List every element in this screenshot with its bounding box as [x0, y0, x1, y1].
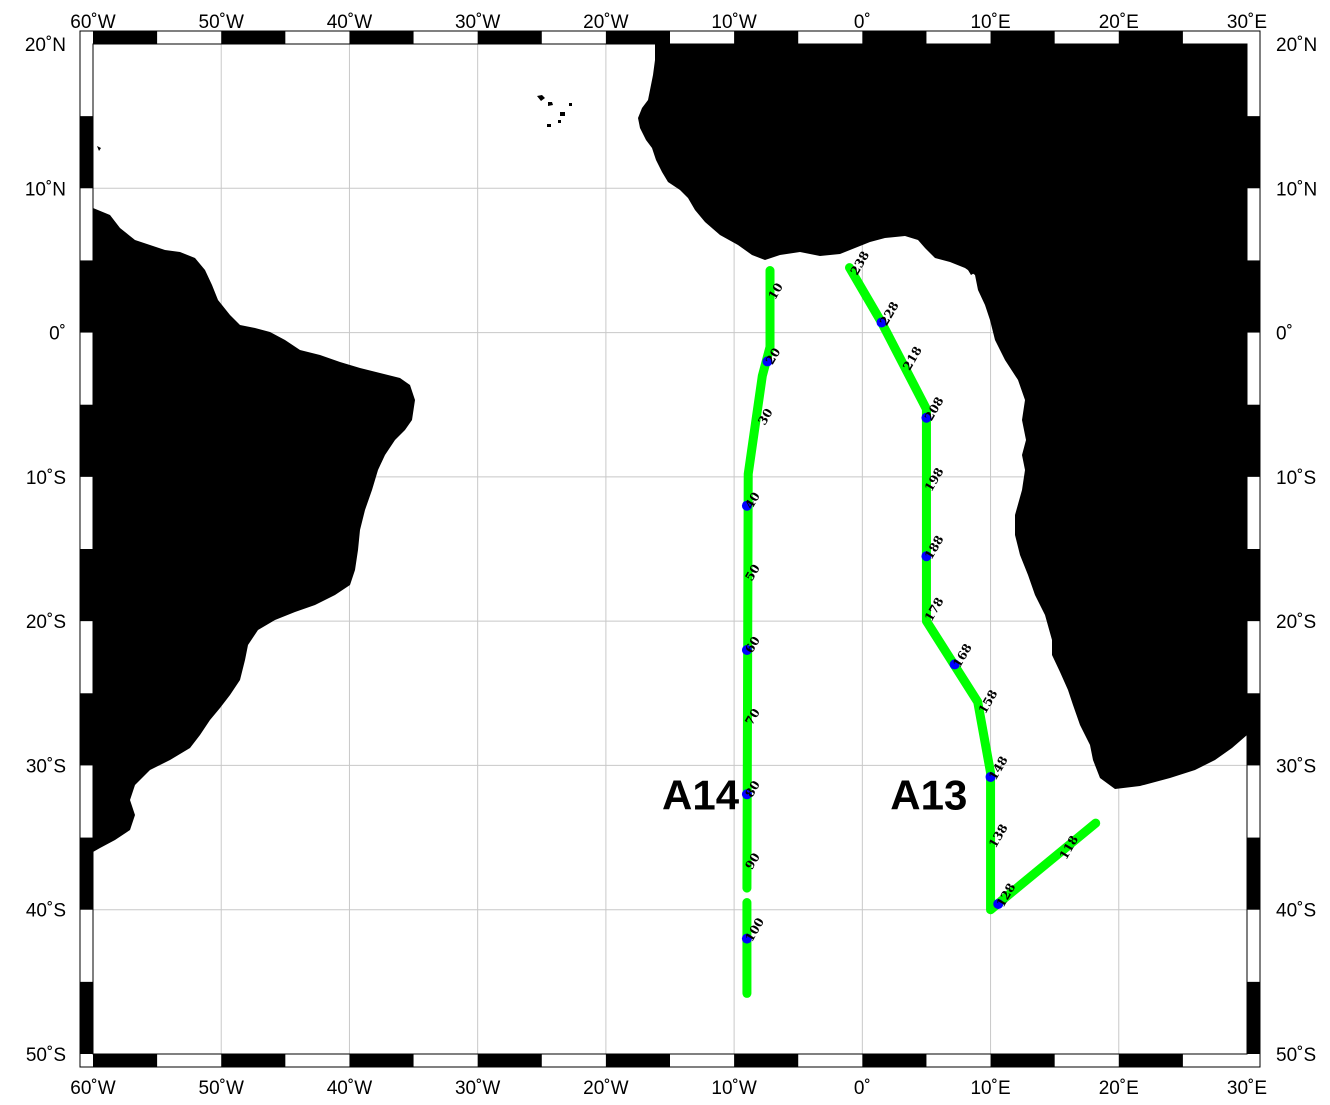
frame-bar-top: [862, 31, 927, 44]
frame-bar-top: [349, 31, 414, 44]
lon-tick-label-top: 30˚E: [1227, 12, 1267, 33]
station-dot-148: [985, 771, 996, 782]
frame-bar-top: [734, 31, 799, 44]
lon-tick-label-bottom: 40˚W: [327, 1078, 372, 1099]
frame-bar-right: [1247, 116, 1260, 189]
lat-tick-label-right: 10˚N: [1276, 179, 1317, 200]
lat-tick-label-right: 40˚S: [1276, 901, 1316, 922]
lon-tick-label-bottom: 60˚W: [70, 1078, 115, 1099]
lat-tick-label-left: 10˚N: [25, 179, 66, 200]
station-dot-100: [741, 933, 752, 944]
frame-bar-left: [80, 116, 93, 189]
frame-bar-right: [1247, 837, 1260, 910]
frame-bar-left: [80, 260, 93, 333]
lon-tick-label-bottom: 0˚: [854, 1078, 871, 1099]
frame-bar-left: [80, 693, 93, 766]
frame-bar-top: [1118, 31, 1183, 44]
frame-bar-right: [1247, 981, 1260, 1054]
lon-tick-label-top: 20˚E: [1099, 12, 1139, 33]
frame-bar-right: [1247, 549, 1260, 622]
lat-tick-label-right: 30˚S: [1276, 756, 1316, 777]
lon-tick-label-bottom: 20˚E: [1099, 1078, 1139, 1099]
lat-tick-label-left: 40˚S: [26, 901, 66, 922]
lon-tick-label-bottom: 30˚E: [1227, 1078, 1267, 1099]
track-a14: [742, 266, 775, 893]
frame-bar-top: [990, 31, 1055, 44]
frame-bar-right: [1247, 693, 1260, 766]
lat-tick-label-right: 20˚N: [1276, 35, 1317, 56]
station-dot-40: [741, 500, 752, 511]
frame-bar-top: [477, 31, 542, 44]
map-area: 1020304050607080901001181281381481581681…: [93, 44, 1247, 1054]
frame-bar-bottom: [221, 1054, 286, 1067]
land-cape-verde: [537, 95, 572, 127]
frame-bar-bottom: [862, 1054, 927, 1067]
frame-bar-top: [93, 31, 158, 44]
lon-tick-label-top: 20˚W: [583, 12, 628, 33]
lat-tick-label-right: 50˚S: [1276, 1045, 1316, 1066]
lat-tick-label-left: 10˚S: [26, 468, 66, 489]
frame-bar-bottom: [1118, 1054, 1183, 1067]
frame-bar-bottom: [93, 1054, 158, 1067]
station-dot-80: [741, 789, 752, 800]
lon-tick-label-top: 0˚: [854, 12, 871, 33]
section-label-a13: A13: [890, 771, 967, 818]
axis-labels: 60˚W 60˚W 50˚W 50˚W 40˚W 40˚W 30˚W 30˚W 20˚W 20˚W…: [25, 12, 1317, 1099]
section-label-a14: A14: [662, 771, 740, 818]
station-dot-188: [921, 551, 932, 562]
station-dot-168: [949, 659, 960, 670]
lon-tick-label-top: 10˚W: [711, 12, 756, 33]
frame-bar-top: [221, 31, 286, 44]
lon-tick-label-bottom: 30˚W: [455, 1078, 500, 1099]
lon-tick-label-top: 60˚W: [70, 12, 115, 33]
lon-tick-label-top: 10˚E: [970, 12, 1010, 33]
land-caribbean-islet: [97, 146, 101, 151]
station-dot-228: [876, 317, 887, 328]
frame-bar-bottom: [477, 1054, 542, 1067]
frame-bar-top: [605, 31, 670, 44]
lat-tick-label-left: 30˚S: [26, 756, 66, 777]
lat-tick-label-left: 50˚S: [26, 1045, 66, 1066]
lat-tick-label-left: 20˚S: [26, 612, 66, 633]
section-labels: A14 A13: [662, 771, 967, 818]
station-dot-20: [762, 356, 773, 367]
frame-bar-bottom: [349, 1054, 414, 1067]
lon-tick-label-top: 50˚W: [199, 12, 244, 33]
frame-bar-right: [1247, 404, 1260, 477]
lon-tick-label-top: 40˚W: [327, 12, 372, 33]
frame-bar-bottom: [605, 1054, 670, 1067]
station-dot-128: [993, 898, 1004, 909]
land-masses: [93, 44, 1247, 852]
frame-bar-left: [80, 549, 93, 622]
lon-tick-label-bottom: 10˚E: [970, 1078, 1010, 1099]
frame-bar-right: [1247, 260, 1260, 333]
frame-bar-bottom: [734, 1054, 799, 1067]
lat-tick-label-right: 0˚: [1276, 324, 1293, 345]
frame-bar-bottom: [990, 1054, 1055, 1067]
lon-tick-label-top: 30˚W: [455, 12, 500, 33]
lon-tick-label-bottom: 50˚W: [199, 1078, 244, 1099]
lat-tick-label-right: 20˚S: [1276, 612, 1316, 633]
lat-tick-label-right: 10˚S: [1276, 468, 1316, 489]
station-dot-60: [741, 645, 752, 655]
frame-bar-left: [80, 404, 93, 477]
lon-tick-label-bottom: 10˚W: [711, 1078, 756, 1099]
land-west-africa: [638, 44, 1247, 789]
land-bioko-islet: [968, 267, 976, 275]
map-frame: [79, 30, 1261, 1068]
frame-bar-left: [80, 837, 93, 910]
lon-tick-label-bottom: 20˚W: [583, 1078, 628, 1099]
station-dot-208: [921, 412, 932, 423]
lat-tick-label-left: 0˚: [49, 324, 66, 345]
land-south-america: [93, 208, 415, 852]
lat-tick-label-left: 20˚N: [25, 35, 66, 56]
frame-bar-left: [80, 981, 93, 1054]
